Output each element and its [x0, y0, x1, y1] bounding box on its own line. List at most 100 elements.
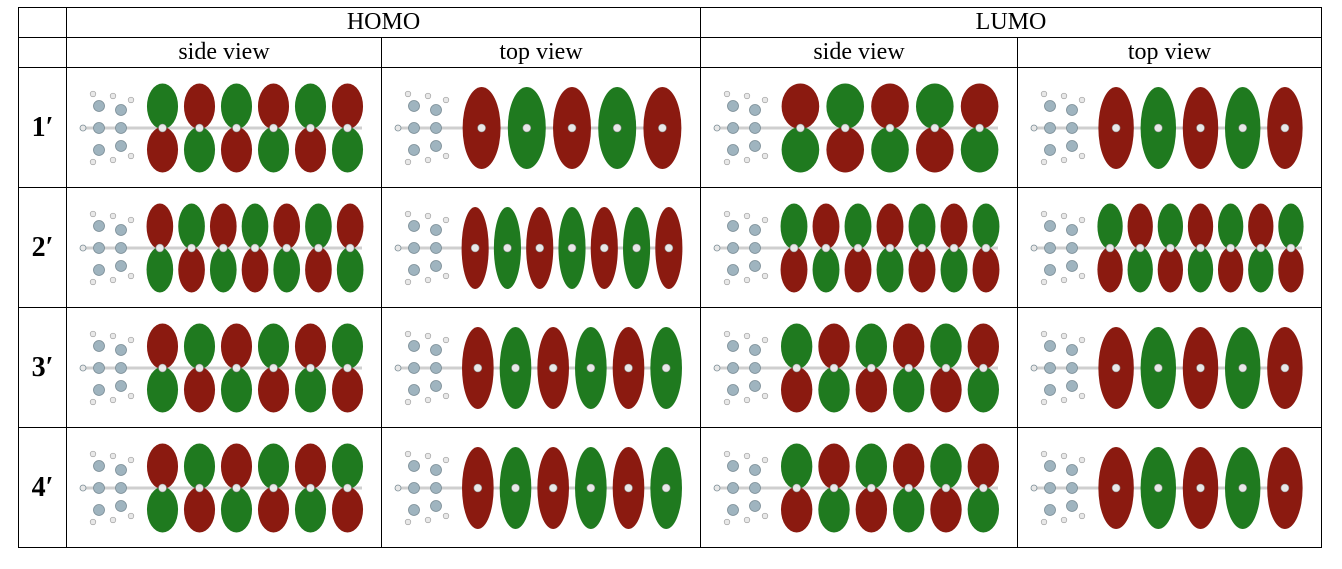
orbital-render	[394, 326, 682, 409]
orbital-lobe	[183, 443, 215, 489]
orbital-image-cell	[1017, 427, 1322, 548]
orbital-lobe	[183, 323, 215, 369]
orbital-lobe	[220, 443, 252, 489]
orbital-render	[713, 323, 999, 412]
orbital-render	[79, 443, 363, 532]
orbital-lobe	[929, 443, 962, 489]
orbital-lobe	[209, 203, 237, 249]
orbital-lobe	[855, 323, 887, 369]
orbital-lobe	[331, 486, 363, 532]
orbital-lobe	[146, 203, 173, 249]
orbital-lobe	[817, 486, 850, 532]
lumo-top-view-header: top view	[1017, 37, 1322, 68]
orbital-lobe	[257, 366, 289, 412]
orbital-lobe	[1157, 203, 1183, 249]
orbital-lobe	[177, 246, 205, 292]
substituent-atoms	[713, 450, 998, 525]
orbital-render	[394, 86, 681, 169]
orbital-image-cell	[700, 427, 1018, 548]
orbital-lobe	[940, 203, 967, 249]
orbital-lobe	[780, 443, 812, 489]
orbital-image-cell	[1017, 307, 1322, 428]
orbital-lobe	[146, 126, 178, 172]
orbital-lobe	[960, 83, 998, 129]
substituent-atoms	[79, 330, 362, 405]
orbital-lobe	[929, 323, 962, 369]
orbital-lobe	[294, 83, 326, 129]
orbital-render	[1030, 446, 1303, 529]
orbital-lobe	[257, 126, 289, 172]
orbital-lobe	[781, 83, 819, 129]
lumo-side-view-header: side view	[700, 37, 1018, 68]
orbital-lobe	[892, 366, 924, 412]
orbital-lobe	[780, 203, 807, 249]
orbital-lobe	[146, 323, 178, 369]
orbital-lobe	[812, 246, 839, 292]
orbital-lobe	[844, 203, 871, 249]
orbital-lobe	[870, 126, 909, 172]
orbital-lobe	[812, 203, 839, 249]
orbital-render	[713, 443, 999, 532]
orbital-image-cell	[1017, 67, 1322, 188]
orbital-lobe	[972, 203, 999, 249]
substituent-atoms	[79, 90, 362, 165]
orbital-lobe	[780, 486, 812, 532]
orbital-lobe	[892, 486, 924, 532]
orbital-lobe	[817, 366, 850, 412]
compound-label: 4′	[18, 427, 67, 548]
orbital-lobe	[146, 366, 178, 412]
homo-header: HOMO	[66, 7, 701, 38]
orbital-render	[1030, 203, 1304, 292]
substituent-atoms	[79, 450, 362, 525]
orbital-render	[79, 323, 363, 412]
orbital-image-cell	[700, 67, 1018, 188]
orbital-lobe	[304, 203, 332, 249]
orbital-row: 4′	[18, 427, 1322, 548]
orbital-lobe	[1277, 246, 1304, 292]
orbital-image-cell	[381, 187, 701, 308]
orbital-row: 3′	[18, 307, 1322, 428]
corner-cell-2	[18, 37, 67, 68]
orbital-lobe	[1217, 246, 1243, 292]
orbital-lobe	[780, 366, 812, 412]
orbital-lobe	[220, 126, 252, 172]
orbital-lobe	[967, 366, 999, 412]
orbital-lobe	[257, 443, 289, 489]
orbital-image-cell	[66, 67, 382, 188]
orbital-render	[79, 83, 363, 172]
orbital-lobe	[183, 126, 215, 172]
orbital-render	[394, 446, 682, 529]
orbital-lobe	[855, 486, 887, 532]
orbital-lobe	[915, 83, 954, 129]
orbital-image-cell	[66, 427, 382, 548]
orbital-lobe	[1096, 246, 1123, 292]
orbital-lobe	[331, 323, 363, 369]
orbital-lobe	[209, 246, 237, 292]
orbital-lobe	[876, 203, 903, 249]
orbital-lobe	[780, 246, 807, 292]
orbital-lobe	[272, 203, 300, 249]
orbital-lobe	[892, 443, 924, 489]
substituent-atoms	[713, 330, 998, 405]
homo-top-view-header: top view	[381, 37, 701, 68]
orbital-lobe	[844, 246, 871, 292]
orbital-lobe	[294, 323, 326, 369]
orbital-lobe	[1187, 246, 1213, 292]
orbital-lobe	[855, 443, 887, 489]
orbital-lobe	[183, 83, 215, 129]
orbital-lobe	[146, 83, 178, 129]
orbital-lobe	[1217, 203, 1243, 249]
orbital-lobe	[294, 443, 326, 489]
orbital-lobe	[817, 323, 850, 369]
orbital-lobe	[825, 126, 864, 172]
orbital-lobe	[146, 443, 178, 489]
orbital-lobe	[336, 246, 363, 292]
orbital-lobe	[1096, 203, 1123, 249]
orbital-table: HOMO LUMO side view top view side view t…	[18, 7, 1322, 548]
orbital-lobe	[892, 323, 924, 369]
orbital-lobe	[967, 486, 999, 532]
orbital-lobe	[1187, 203, 1213, 249]
orbital-lobe	[817, 443, 850, 489]
orbital-lobe	[870, 83, 909, 129]
orbital-lobe	[177, 203, 205, 249]
